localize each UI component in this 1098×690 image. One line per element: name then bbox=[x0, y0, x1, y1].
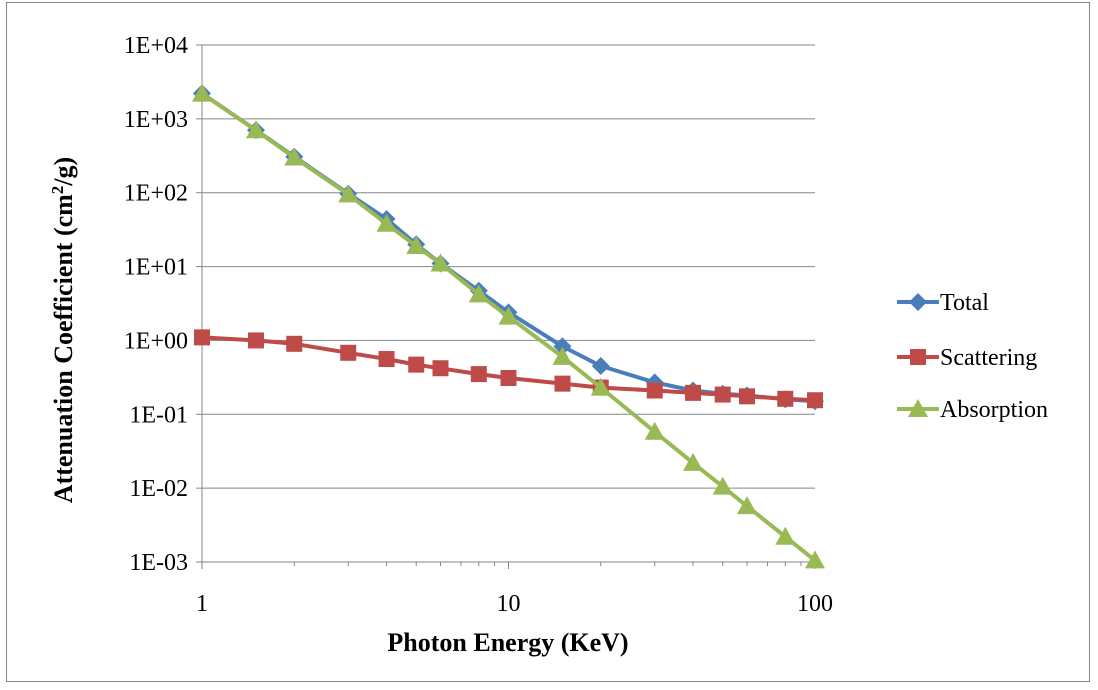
data-point-scattering bbox=[646, 382, 663, 399]
data-point-scattering bbox=[432, 360, 449, 377]
data-point-absorption bbox=[498, 306, 519, 325]
y-axis-title: Attenuation Coefficient (cm2/g) bbox=[48, 157, 79, 503]
series-scattering bbox=[194, 329, 823, 409]
data-point-absorption bbox=[468, 284, 489, 303]
data-point-total bbox=[591, 357, 610, 376]
data-point-absorption bbox=[284, 147, 305, 166]
data-point-scattering bbox=[685, 384, 702, 401]
x-axis-title: Photon Energy (KeV) bbox=[387, 628, 628, 657]
data-point-scattering bbox=[340, 344, 357, 361]
legend-item-total: Total bbox=[897, 290, 989, 316]
series-line-total bbox=[200, 91, 816, 404]
x-tick-labels: 1 10 100 bbox=[196, 591, 833, 617]
y-tick-label: 1E-03 bbox=[129, 550, 188, 576]
data-point-absorption bbox=[737, 496, 758, 515]
series-absorption bbox=[192, 83, 825, 569]
data-point-absorption bbox=[245, 120, 266, 139]
data-point-scattering bbox=[739, 388, 756, 405]
y-tick-label: 1E+03 bbox=[124, 107, 188, 133]
data-point-total bbox=[553, 337, 572, 356]
data-point-absorption bbox=[805, 550, 825, 569]
data-point-scattering bbox=[286, 335, 303, 352]
data-point-absorption bbox=[406, 235, 427, 254]
legend-item-scattering: Scattering bbox=[897, 345, 1037, 371]
legend-marker-absorption bbox=[908, 399, 928, 417]
data-point-scattering bbox=[378, 351, 395, 368]
y-tick-labels: 1E+04 1E+03 1E+02 1E+01 1E+00 1E-01 1E-02 1E-03 bbox=[124, 33, 188, 576]
legend-item-absorption: Absorption bbox=[897, 397, 1048, 423]
data-point-scattering bbox=[470, 366, 487, 383]
legend-marker-scattering bbox=[910, 349, 926, 365]
data-point-scattering bbox=[500, 369, 517, 386]
data-point-absorption bbox=[590, 377, 611, 396]
legend-label-total: Total bbox=[940, 290, 989, 316]
chart-frame bbox=[6, 2, 1090, 682]
data-point-scattering bbox=[194, 329, 210, 346]
y-axis-title-sup: 2 bbox=[48, 186, 67, 195]
y-tick-label: 1E+04 bbox=[124, 33, 188, 59]
gridlines bbox=[196, 44, 816, 569]
y-axis-title-main: Attenuation Coefficient (cm bbox=[49, 194, 78, 503]
data-point-scattering bbox=[807, 392, 823, 409]
data-point-absorption bbox=[712, 476, 733, 495]
legend-label-scattering: Scattering bbox=[940, 345, 1037, 371]
series-total bbox=[193, 84, 824, 411]
y-tick-label: 1E+00 bbox=[124, 328, 188, 354]
y-tick-label: 1E-01 bbox=[129, 402, 188, 428]
legend: Total Scattering Absorption bbox=[897, 290, 1048, 423]
data-point-scattering bbox=[247, 332, 264, 349]
y-tick-label: 1E-02 bbox=[129, 476, 188, 502]
y-axis-title-tail: /g) bbox=[49, 157, 78, 187]
data-point-absorption bbox=[192, 83, 212, 102]
x-tick-label: 1 bbox=[196, 591, 208, 617]
data-point-absorption bbox=[376, 213, 397, 232]
data-point-absorption bbox=[644, 421, 665, 440]
data-point-scattering bbox=[714, 386, 731, 403]
x-tick-label: 100 bbox=[797, 591, 833, 617]
x-tick-label: 10 bbox=[497, 591, 521, 617]
data-point-absorption bbox=[430, 253, 451, 272]
data-point-absorption bbox=[552, 346, 573, 365]
legend-label-absorption: Absorption bbox=[940, 397, 1048, 423]
series-group bbox=[192, 83, 825, 569]
data-point-absorption bbox=[775, 526, 796, 545]
data-point-absorption bbox=[683, 452, 704, 471]
y-tick-label: 1E+02 bbox=[124, 181, 188, 207]
data-point-absorption bbox=[338, 184, 359, 203]
data-point-scattering bbox=[554, 375, 571, 392]
legend-marker-total bbox=[909, 293, 927, 311]
y-tick-label: 1E+01 bbox=[124, 255, 188, 281]
data-point-scattering bbox=[777, 390, 794, 407]
data-point-scattering bbox=[408, 356, 425, 373]
